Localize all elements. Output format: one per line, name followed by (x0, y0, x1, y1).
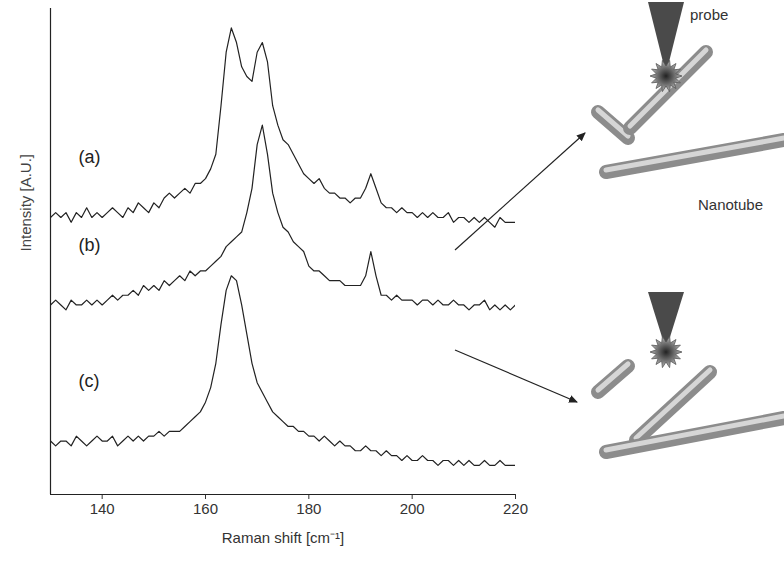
svg-text:180: 180 (296, 500, 321, 517)
svg-text:160: 160 (193, 500, 218, 517)
svg-text:200: 200 (400, 500, 425, 517)
svg-text:probe: probe (690, 6, 728, 23)
svg-text:Raman shift [cm⁻¹]: Raman shift [cm⁻¹] (222, 529, 345, 546)
svg-text:(c): (c) (79, 371, 100, 391)
svg-text:140: 140 (90, 500, 115, 517)
svg-text:Intensity [A.U.]: Intensity [A.U.] (17, 154, 34, 252)
svg-text:(a): (a) (79, 147, 101, 167)
svg-text:Nanotube: Nanotube (698, 196, 763, 213)
svg-text:(b): (b) (79, 235, 101, 255)
svg-text:220: 220 (503, 500, 528, 517)
